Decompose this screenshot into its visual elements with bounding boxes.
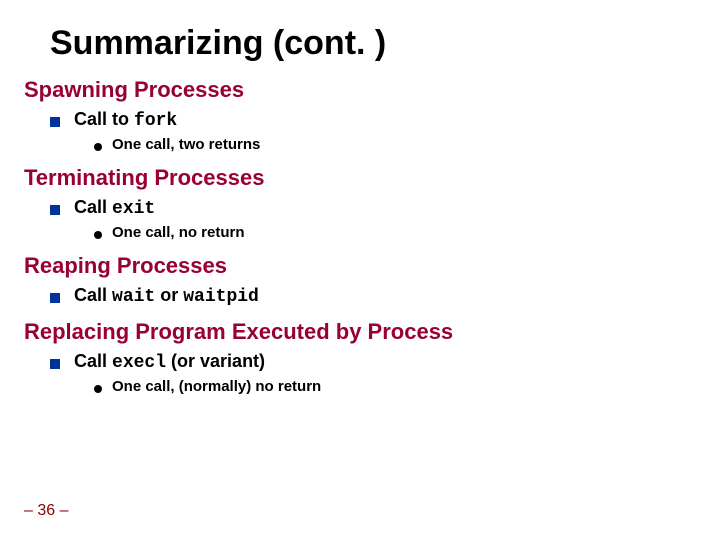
sub-bullet-text: One call, no return — [112, 223, 245, 243]
bullet-text: Call exit — [74, 195, 155, 221]
bullet-prefix: Call — [74, 351, 112, 371]
code-text: execl — [112, 353, 166, 373]
bullet-text: Call wait or waitpid — [74, 283, 259, 309]
sub-bullet-item: One call, (normally) no return — [94, 377, 696, 397]
bullet-prefix: Call to — [74, 109, 134, 129]
bullet-suffix: (or variant) — [166, 351, 265, 371]
code-text: waitpid — [183, 287, 259, 307]
square-bullet-icon — [50, 205, 60, 215]
slide-title: Summarizing (cont. ) — [50, 24, 696, 63]
section-heading: Reaping Processes — [24, 253, 696, 279]
bullet-item: Call execl (or variant) — [50, 349, 696, 375]
code-text: wait — [112, 287, 155, 307]
code-text: fork — [134, 111, 177, 131]
section-heading: Terminating Processes — [24, 165, 696, 191]
section-heading: Spawning Processes — [24, 77, 696, 103]
bullet-item: Call exit — [50, 195, 696, 221]
sub-bullet-text: One call, two returns — [112, 135, 260, 155]
sub-bullet-item: One call, no return — [94, 223, 696, 243]
bullet-mid: or — [155, 285, 183, 305]
sub-bullet-item: One call, two returns — [94, 135, 696, 155]
page-number: – 36 – — [24, 502, 68, 520]
code-text: exit — [112, 199, 155, 219]
square-bullet-icon — [50, 293, 60, 303]
bullet-prefix: Call — [74, 197, 112, 217]
section-heading: Replacing Program Executed by Process — [24, 319, 696, 345]
slide: Summarizing (cont. ) Spawning Processes … — [0, 0, 720, 540]
square-bullet-icon — [50, 359, 60, 369]
disc-bullet-icon — [94, 231, 102, 239]
bullet-text: Call execl (or variant) — [74, 349, 265, 375]
sub-bullet-text: One call, (normally) no return — [112, 377, 321, 397]
disc-bullet-icon — [94, 385, 102, 393]
square-bullet-icon — [50, 117, 60, 127]
bullet-prefix: Call — [74, 285, 112, 305]
bullet-item: Call to fork — [50, 107, 696, 133]
disc-bullet-icon — [94, 143, 102, 151]
bullet-text: Call to fork — [74, 107, 177, 133]
bullet-item: Call wait or waitpid — [50, 283, 696, 309]
